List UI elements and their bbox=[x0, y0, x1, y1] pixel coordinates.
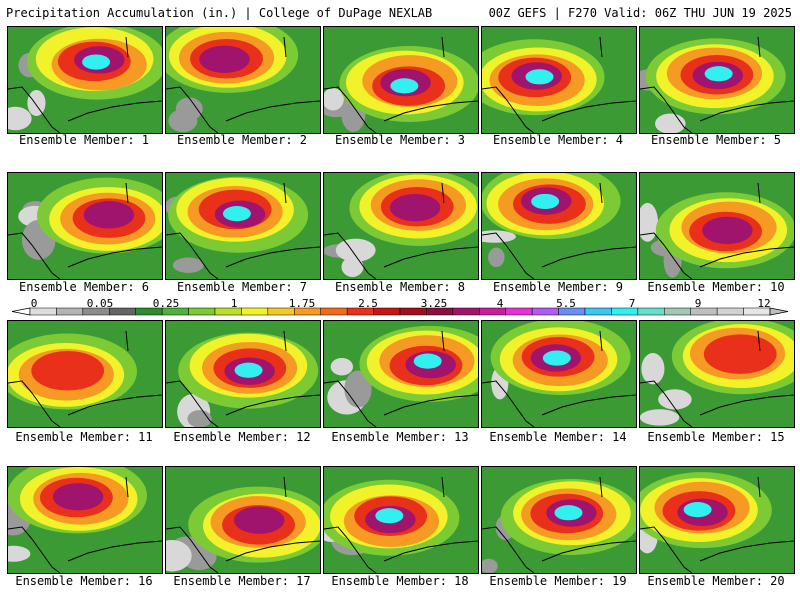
precip-map-7 bbox=[166, 173, 320, 279]
map-panel-19 bbox=[481, 466, 637, 574]
member-label-18: Ensemble Member: 18 bbox=[331, 574, 469, 588]
colorbar-tick-label: 2.5 bbox=[358, 297, 378, 310]
colorbar-swatch bbox=[505, 307, 533, 316]
colorbar-tick-label: 1 bbox=[230, 297, 238, 310]
precip-map-14 bbox=[482, 321, 636, 427]
colorbar-swatch bbox=[241, 307, 269, 316]
precip-map-3 bbox=[324, 27, 478, 133]
map-title: Precipitation Accumulation (in.) | Colle… bbox=[6, 6, 433, 20]
precip-map-4 bbox=[482, 27, 636, 133]
precip-map-16 bbox=[8, 467, 162, 573]
colorbar-swatch bbox=[452, 307, 480, 316]
model-run-info: 00Z GEFS | F270 Valid: 06Z THU JUN 19 20… bbox=[488, 6, 792, 20]
precip-map-10 bbox=[640, 173, 794, 279]
map-panel-20 bbox=[639, 466, 795, 574]
colorbar-left-arrow bbox=[11, 307, 31, 316]
member-label-1: Ensemble Member: 1 bbox=[18, 133, 150, 147]
precip-map-12 bbox=[166, 321, 320, 427]
member-label-13: Ensemble Member: 13 bbox=[331, 430, 469, 444]
map-panel-6 bbox=[7, 172, 163, 280]
map-panel-18 bbox=[323, 466, 479, 574]
precip-map-17 bbox=[166, 467, 320, 573]
map-panel-4 bbox=[481, 26, 637, 134]
colorbar-tick-label: 0.05 bbox=[86, 297, 114, 310]
member-label-9: Ensemble Member: 9 bbox=[492, 280, 624, 294]
member-label-16: Ensemble Member: 16 bbox=[15, 574, 153, 588]
map-panel-8 bbox=[323, 172, 479, 280]
colorbar-swatch bbox=[109, 307, 136, 316]
member-label-14: Ensemble Member: 14 bbox=[489, 430, 627, 444]
member-label-20: Ensemble Member: 20 bbox=[647, 574, 785, 588]
map-panel-17 bbox=[165, 466, 321, 574]
map-panel-9 bbox=[481, 172, 637, 280]
colorbar-swatch bbox=[716, 307, 744, 316]
member-label-11: Ensemble Member: 11 bbox=[15, 430, 153, 444]
colorbar-swatch bbox=[56, 307, 84, 316]
member-label-12: Ensemble Member: 12 bbox=[173, 430, 311, 444]
colorbar-tick-label: 0 bbox=[30, 297, 38, 310]
member-label-19: Ensemble Member: 19 bbox=[489, 574, 627, 588]
colorbar-tick-label: 0.25 bbox=[152, 297, 180, 310]
precip-map-1 bbox=[8, 27, 162, 133]
colorbar-tick-label: 1.75 bbox=[288, 297, 316, 310]
map-panel-3 bbox=[323, 26, 479, 134]
colorbar-tick-label: 4 bbox=[496, 297, 504, 310]
colorbar-tick-label: 5.5 bbox=[556, 297, 576, 310]
precip-map-15 bbox=[640, 321, 794, 427]
colorbar-swatch bbox=[637, 307, 665, 316]
colorbar-tick-label: 12 bbox=[757, 297, 771, 310]
map-panel-13 bbox=[323, 320, 479, 428]
colorbar-swatch bbox=[584, 307, 612, 316]
map-panel-11 bbox=[7, 320, 163, 428]
map-panel-10 bbox=[639, 172, 795, 280]
colorbar-svg bbox=[11, 307, 789, 316]
precip-map-19 bbox=[482, 467, 636, 573]
colorbar-swatch bbox=[664, 307, 691, 316]
precip-map-13 bbox=[324, 321, 478, 427]
member-label-3: Ensemble Member: 3 bbox=[334, 133, 466, 147]
precip-map-6 bbox=[8, 173, 162, 279]
colorbar-right-arrow bbox=[769, 307, 789, 316]
precip-map-11 bbox=[8, 321, 162, 427]
map-panel-1 bbox=[7, 26, 163, 134]
map-panel-14 bbox=[481, 320, 637, 428]
colorbar-tick-label: 9 bbox=[694, 297, 702, 310]
member-label-4: Ensemble Member: 4 bbox=[492, 133, 624, 147]
colorbar-swatch bbox=[531, 307, 559, 316]
member-label-17: Ensemble Member: 17 bbox=[173, 574, 311, 588]
colorbar bbox=[0, 296, 800, 318]
map-panel-7 bbox=[165, 172, 321, 280]
precip-map-18 bbox=[324, 467, 478, 573]
member-label-8: Ensemble Member: 8 bbox=[334, 280, 466, 294]
precip-map-8 bbox=[324, 173, 478, 279]
map-panel-5 bbox=[639, 26, 795, 134]
colorbar-tick-label: 7 bbox=[628, 297, 636, 310]
map-panel-12 bbox=[165, 320, 321, 428]
precip-map-9 bbox=[482, 173, 636, 279]
member-label-2: Ensemble Member: 2 bbox=[176, 133, 308, 147]
map-panel-16 bbox=[7, 466, 163, 574]
colorbar-tick-label: 3.25 bbox=[420, 297, 448, 310]
map-panel-15 bbox=[639, 320, 795, 428]
precip-map-5 bbox=[640, 27, 794, 133]
map-panel-2 bbox=[165, 26, 321, 134]
member-label-10: Ensemble Member: 10 bbox=[647, 280, 785, 294]
precip-map-20 bbox=[640, 467, 794, 573]
member-label-7: Ensemble Member: 7 bbox=[176, 280, 308, 294]
member-label-15: Ensemble Member: 15 bbox=[647, 430, 785, 444]
member-label-6: Ensemble Member: 6 bbox=[18, 280, 150, 294]
colorbar-swatch bbox=[188, 307, 216, 316]
colorbar-swatch bbox=[214, 307, 242, 316]
precip-map-2 bbox=[166, 27, 320, 133]
colorbar-swatch bbox=[320, 307, 348, 316]
member-label-5: Ensemble Member: 5 bbox=[650, 133, 782, 147]
